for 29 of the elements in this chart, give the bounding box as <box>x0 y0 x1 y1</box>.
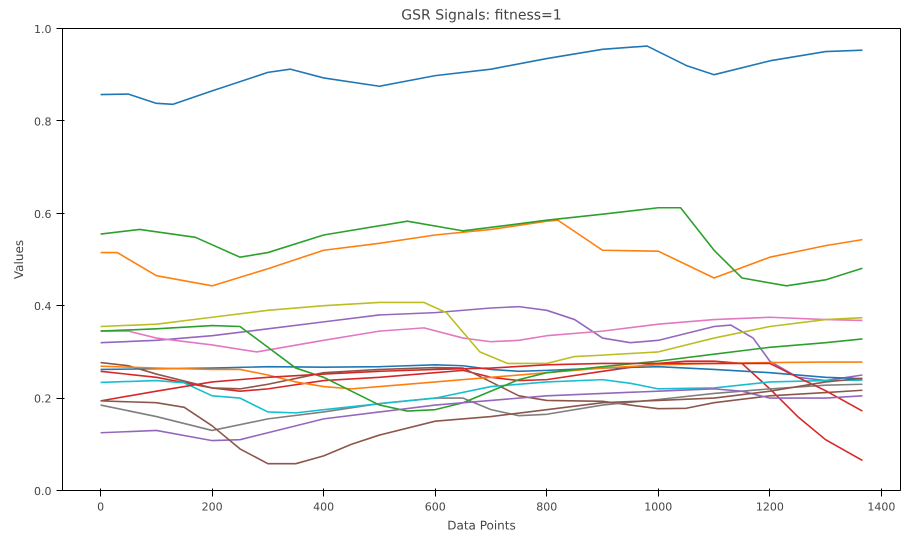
y-tick-label: 1.0 <box>34 23 52 36</box>
line-series <box>100 306 864 382</box>
x-tick-label: 600 <box>424 500 446 514</box>
line-series <box>100 364 864 380</box>
y-tick-label: 0.4 <box>34 300 52 314</box>
x-tick-label: 1200 <box>756 500 784 514</box>
x-tick-label: 200 <box>202 500 223 514</box>
x-tick-label: 400 <box>313 500 334 514</box>
y-tick-label: 0.6 <box>34 208 52 221</box>
x-tick-label: 1000 <box>644 500 672 514</box>
line-series <box>100 378 864 414</box>
line-series <box>100 360 864 462</box>
chart-title: GSR Signals: fitness=1 <box>401 8 562 24</box>
x-tick-label: 0 <box>97 500 104 514</box>
line-series <box>100 45 864 106</box>
x-tick-label: 800 <box>536 500 558 514</box>
y-tick-label: 0.2 <box>34 392 52 406</box>
y-axis-title: Values <box>12 240 26 280</box>
line-series <box>100 302 864 364</box>
line-series <box>100 361 864 390</box>
line-series <box>100 219 864 287</box>
y-tick-label: 0.0 <box>34 485 52 498</box>
line-series <box>100 388 864 442</box>
x-tick-label: 1400 <box>867 500 896 514</box>
line-series <box>100 383 864 432</box>
line-series <box>100 324 864 412</box>
y-tick-label: 0.8 <box>34 115 52 128</box>
line-series <box>100 206 864 287</box>
x-axis-title: Data Points <box>447 518 516 532</box>
